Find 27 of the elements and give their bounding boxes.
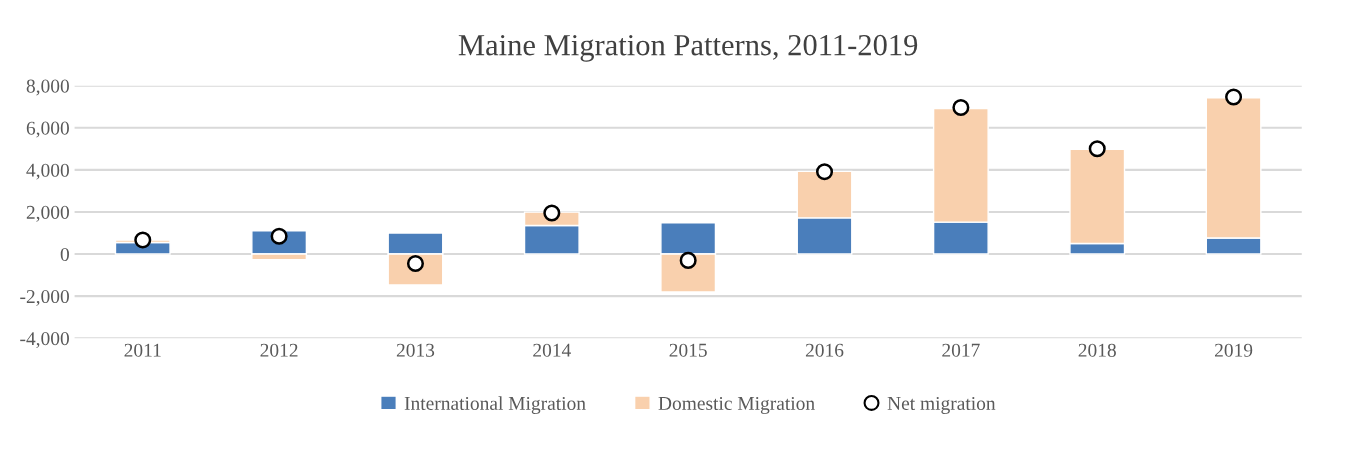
y-tick-label: -4,000 [20,332,69,348]
legend-label: Domestic Migration [658,396,815,414]
x-tick-label: 2011 [124,343,161,357]
legend-label: International Migration [404,396,586,414]
point [134,231,152,249]
x-tick-label: 2017 [942,343,980,357]
legend-label: Net migration [887,396,996,414]
chart-title: Maine Migration Patterns, 2011-2019 [458,34,918,62]
y-tick-label: -2,000 [20,289,69,306]
point [815,163,834,181]
point [543,204,561,222]
y-tick-label: 4,000 [26,163,69,180]
x-tick-label: 2015 [669,343,707,357]
point [1088,140,1106,158]
x-tick-label: 2016 [805,343,844,357]
x-tick-label: 2012 [260,343,298,357]
point [679,251,697,269]
x-tick-label: 2014 [533,343,571,357]
y-tick-label: 6,000 [26,121,69,138]
point [952,99,970,117]
point [1225,88,1243,106]
y-tick-label: 0 [60,247,69,261]
y-tick-label: 8,000 [26,79,69,96]
x-tick-label: 2018 [1078,343,1116,357]
y-tick-label: 2,000 [26,205,69,222]
x-tick-label: 2013 [396,343,435,357]
x-tick-label: 2019 [1214,343,1253,357]
